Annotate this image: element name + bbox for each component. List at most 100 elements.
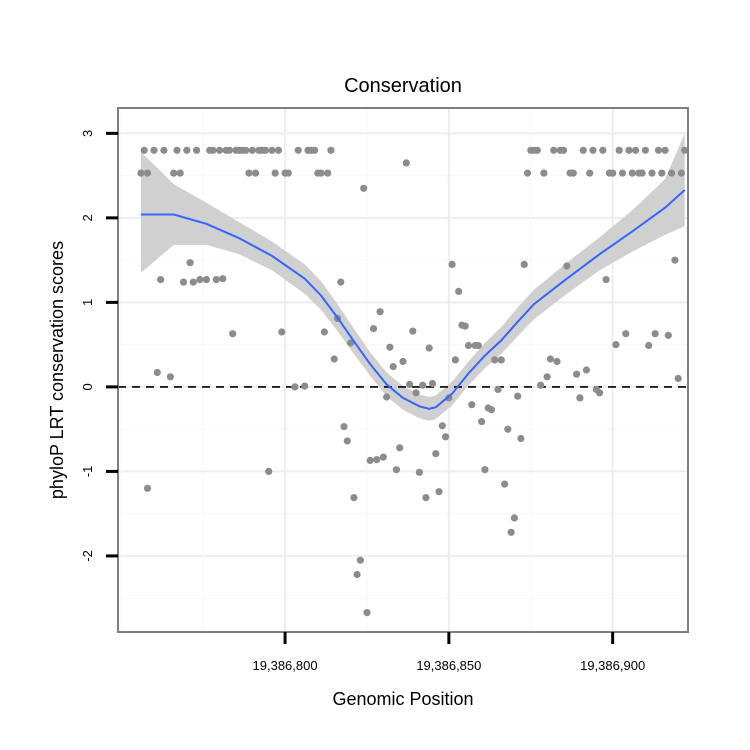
y-tick-label: -1: [80, 466, 95, 478]
x-tick-label: 19,386,800: [253, 658, 318, 673]
data-point: [510, 514, 518, 522]
data-point: [170, 169, 178, 177]
data-point: [219, 275, 227, 283]
data-point: [386, 343, 394, 351]
data-point: [252, 169, 260, 177]
data-point: [166, 373, 174, 381]
data-point: [618, 169, 627, 177]
data-point: [497, 356, 505, 364]
y-tick-label: -2: [80, 550, 95, 562]
data-point: [186, 259, 194, 267]
data-point: [271, 169, 279, 177]
data-point: [265, 467, 273, 475]
data-point: [291, 383, 299, 391]
data-point: [514, 392, 522, 400]
data-point: [602, 276, 610, 284]
data-point: [389, 363, 397, 371]
data-point: [422, 494, 430, 502]
data-points: [137, 146, 689, 617]
data-point: [494, 385, 502, 393]
data-point: [278, 328, 286, 336]
data-point: [461, 322, 469, 330]
y-tick-label: 0: [80, 383, 95, 390]
data-point: [415, 468, 423, 476]
data-point: [428, 379, 437, 388]
data-point: [455, 287, 463, 295]
data-point: [641, 146, 650, 154]
data-point: [340, 423, 348, 431]
data-point: [464, 341, 473, 350]
data-point: [396, 444, 404, 452]
data-point: [143, 484, 152, 492]
data-point: [157, 276, 165, 284]
data-point: [540, 169, 548, 177]
data-point: [311, 146, 319, 154]
data-point: [353, 570, 361, 579]
data-point: [301, 382, 309, 390]
data-point: [645, 341, 653, 350]
data-point: [674, 374, 682, 383]
data-point: [451, 356, 459, 364]
data-point: [402, 159, 410, 167]
data-point: [559, 146, 568, 154]
panel-border: [117, 107, 689, 633]
data-point: [176, 169, 184, 177]
data-point: [523, 169, 532, 177]
data-point: [343, 437, 351, 445]
data-point: [363, 609, 371, 617]
data-point: [507, 528, 515, 536]
data-point: [474, 341, 482, 350]
data-point: [242, 146, 250, 154]
data-point: [379, 453, 387, 461]
data-point: [661, 146, 669, 154]
data-point: [517, 434, 525, 443]
data-point: [196, 276, 204, 284]
data-point: [543, 373, 551, 381]
data-point: [625, 146, 633, 154]
data-point: [681, 146, 689, 154]
data-point: [383, 393, 391, 401]
data-point: [337, 278, 345, 286]
data-point: [150, 146, 158, 154]
data-point: [478, 418, 486, 426]
data-point: [183, 146, 191, 154]
data-point: [677, 169, 686, 177]
data-point: [294, 146, 302, 154]
data-point: [638, 169, 646, 177]
data-point: [487, 406, 495, 414]
data-point: [579, 146, 587, 154]
y-tick-label: 2: [80, 214, 95, 221]
smooth-trend-line: [140, 189, 686, 410]
confidence-ribbon: [140, 133, 685, 421]
plot-panel: [118, 108, 688, 632]
y-tick-label: 3: [80, 130, 95, 137]
data-point: [274, 146, 283, 154]
data-point: [576, 394, 584, 402]
data-point: [648, 169, 656, 177]
data-point: [202, 276, 210, 284]
data-point: [212, 276, 220, 284]
data-point: [216, 146, 224, 154]
data-point: [360, 184, 368, 192]
data-point: [491, 356, 499, 364]
data-point: [179, 278, 188, 286]
data-point: [573, 370, 581, 378]
data-point: [189, 278, 197, 286]
data-point: [245, 169, 253, 177]
data-point: [350, 494, 358, 502]
data-point: [468, 401, 476, 409]
data-point: [225, 146, 233, 154]
data-point: [612, 341, 620, 349]
data-point: [209, 146, 217, 154]
data-point: [153, 368, 161, 377]
data-point: [582, 366, 591, 374]
data-point: [324, 169, 332, 177]
data-point: [651, 330, 659, 338]
data-point: [412, 389, 420, 397]
data-point: [569, 169, 577, 177]
data-point: [658, 169, 666, 177]
y-axis-title: phyloP LRT conservation scores: [47, 241, 67, 499]
data-point: [248, 146, 256, 154]
data-point: [533, 146, 541, 154]
